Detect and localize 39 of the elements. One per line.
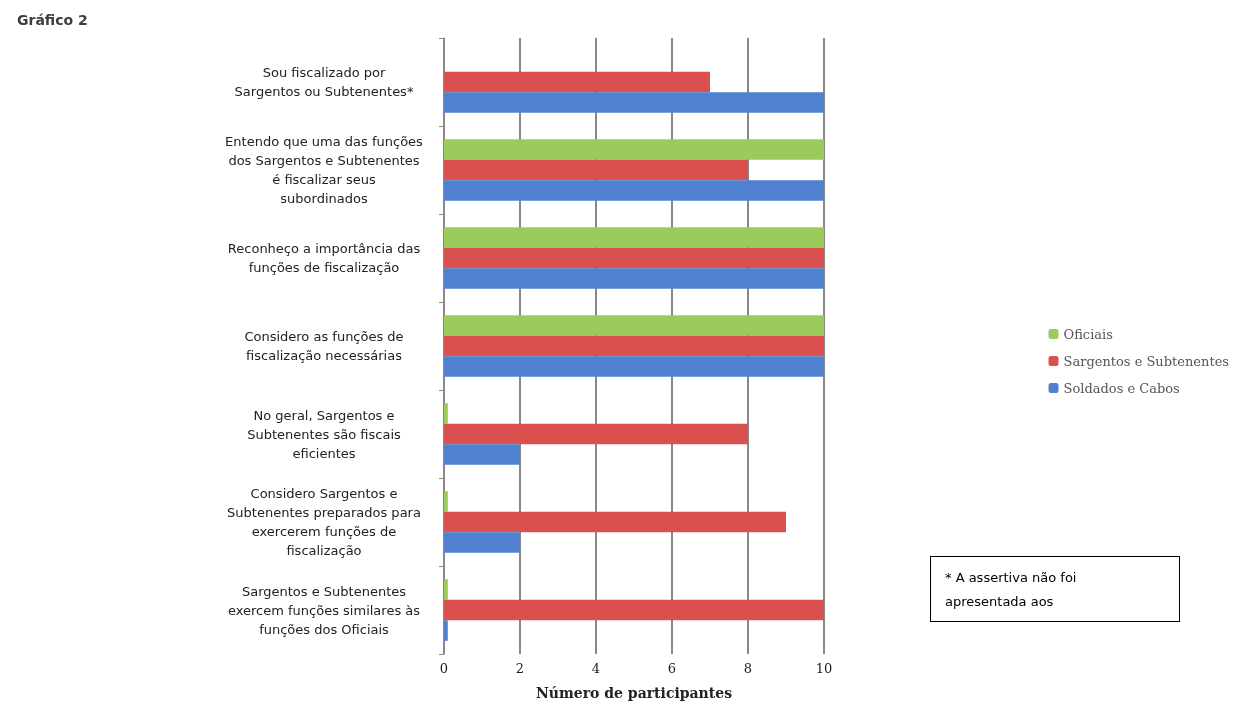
bar bbox=[444, 92, 824, 113]
x-tick-label: 4 bbox=[591, 661, 601, 676]
x-tick-label: 8 bbox=[743, 661, 753, 676]
y-tick-label: Considero Sargentos e Subtenentes preparados para exercerem funções de fiscalização bbox=[227, 486, 421, 558]
bar bbox=[444, 159, 748, 181]
y-tick-label: Sou fiscalizado por Sargentos ou Subtenentes* bbox=[234, 65, 414, 99]
bar bbox=[444, 403, 448, 424]
bar bbox=[444, 491, 448, 512]
x-tick-label: 2 bbox=[515, 661, 525, 676]
y-tick-label: No geral, Sargentos e Subtenentes são fiscais eficientes bbox=[247, 407, 402, 461]
bar bbox=[444, 511, 786, 533]
y-tick-label: Sargentos e Subtenentes exercem funções similares às funções dos Oficiais bbox=[227, 583, 421, 637]
bar bbox=[444, 356, 824, 377]
text: * A assertiva não foi apresentada aos bbox=[945, 569, 1077, 609]
bar bbox=[444, 180, 824, 201]
legend-label: Soldados e Cabos bbox=[1063, 380, 1180, 396]
x-tick-label: 10 bbox=[815, 661, 833, 676]
bar bbox=[444, 335, 824, 357]
bar bbox=[444, 620, 448, 641]
bar bbox=[444, 444, 520, 465]
bar bbox=[444, 579, 448, 600]
bar bbox=[444, 599, 824, 621]
text: Gráfico 2 bbox=[17, 12, 88, 28]
y-tick-label: Entendo que uma das funções dos Sargentos e Subtenentes é fiscalizar seus subordinados bbox=[225, 134, 424, 206]
x-tick-label: 6 bbox=[667, 661, 677, 676]
bar bbox=[444, 532, 520, 553]
bar bbox=[444, 268, 824, 289]
y-tick-label: Considero as funções de fiscalização necessárias bbox=[244, 329, 404, 363]
legend-label: Oficiais bbox=[1063, 326, 1113, 342]
bar bbox=[444, 247, 824, 269]
bar bbox=[444, 227, 824, 248]
x-tick-label: 0 bbox=[439, 661, 449, 676]
bar bbox=[444, 423, 748, 445]
bar bbox=[444, 139, 824, 160]
legend-label: Sargentos e Subtenentes bbox=[1063, 353, 1229, 369]
bar bbox=[444, 71, 710, 93]
y-tick-label: Reconheço a importância das funções de fiscalização bbox=[227, 241, 421, 275]
x-axis-title: Número de participantes bbox=[535, 685, 733, 701]
bar bbox=[444, 315, 824, 336]
